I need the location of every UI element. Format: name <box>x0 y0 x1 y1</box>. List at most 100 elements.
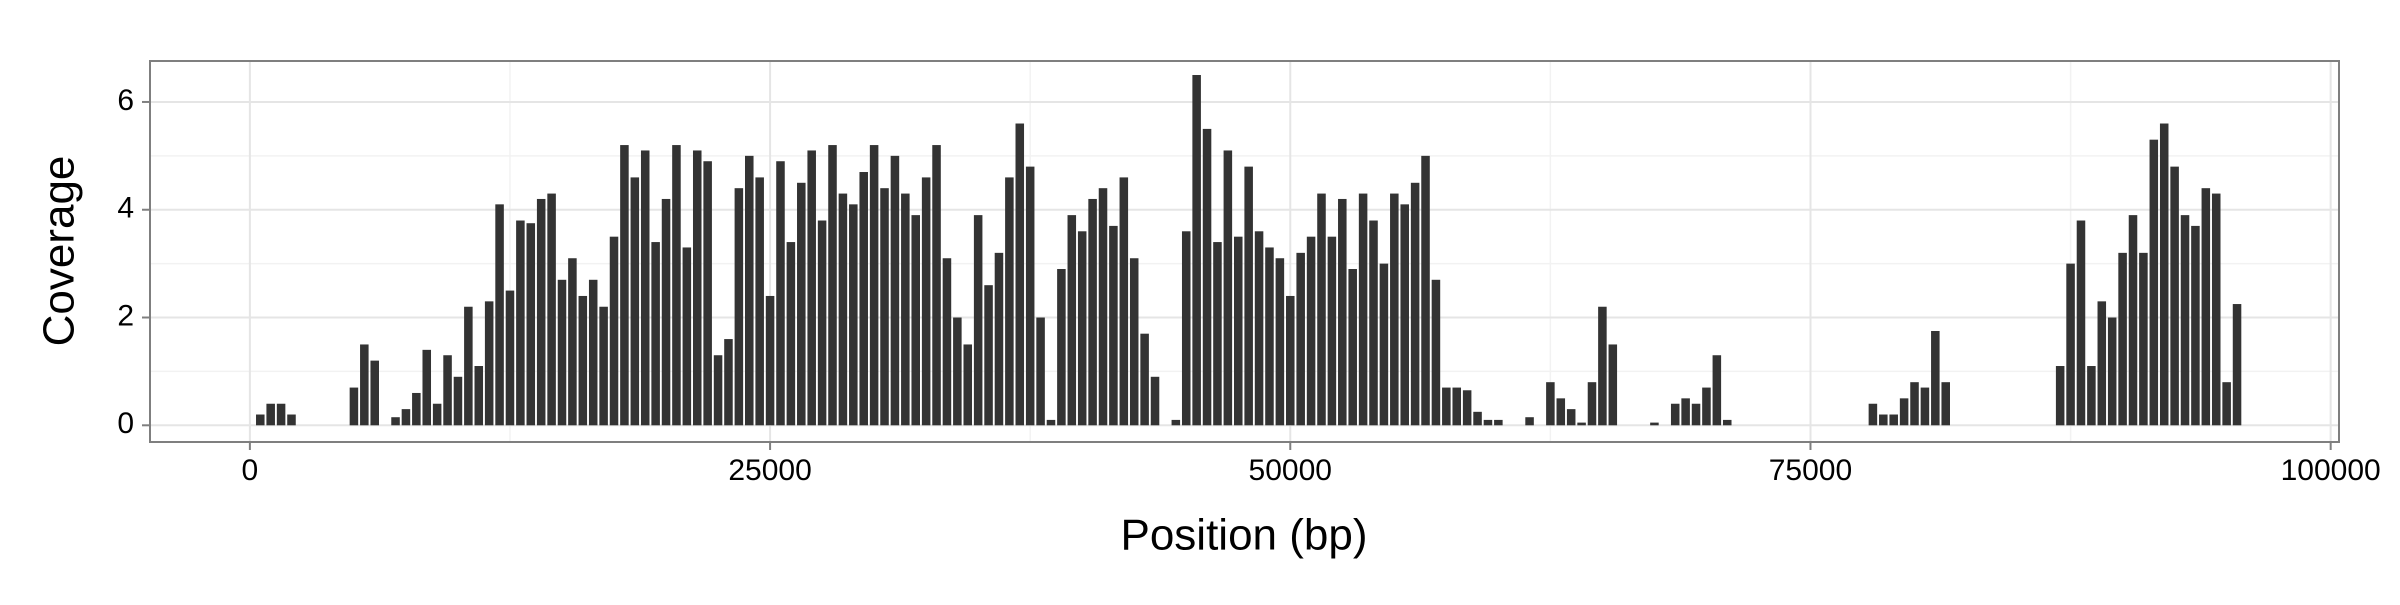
bar <box>443 355 452 426</box>
bar <box>692 150 702 426</box>
bar <box>921 177 931 426</box>
bar <box>2159 123 2169 426</box>
bar <box>1223 150 1233 426</box>
bar <box>2201 188 2211 426</box>
bar <box>1348 269 1357 426</box>
bars <box>256 75 2242 426</box>
bar <box>1192 75 1201 426</box>
bar <box>776 161 785 426</box>
bar <box>547 193 556 426</box>
bar <box>932 145 941 426</box>
bar <box>890 155 900 426</box>
bar <box>828 145 837 426</box>
bar <box>1317 193 1326 426</box>
bar <box>266 403 275 426</box>
bar <box>1608 344 1618 426</box>
bar <box>1379 263 1389 426</box>
bar <box>412 392 421 426</box>
bar <box>557 279 567 426</box>
bar <box>1462 390 1472 426</box>
bar <box>536 198 546 426</box>
bar <box>1587 382 1597 426</box>
bar <box>1275 258 1285 426</box>
bar <box>2139 252 2148 426</box>
bar <box>807 150 816 426</box>
bar <box>1712 355 1722 426</box>
bar <box>609 236 619 426</box>
bar <box>1681 398 1690 426</box>
bar <box>734 188 744 426</box>
bar <box>911 215 920 426</box>
bar <box>1140 333 1149 426</box>
bar <box>464 306 473 426</box>
bar <box>1005 177 1014 426</box>
bar <box>724 339 733 426</box>
bar <box>1036 317 1045 426</box>
bar <box>2066 263 2075 426</box>
bar <box>1598 306 1607 426</box>
bar <box>1306 236 1316 426</box>
bar <box>401 409 411 426</box>
bar <box>2180 215 2190 426</box>
ticks: 0 25000 50000 75000 100000 0 2 4 6 <box>117 84 2380 487</box>
bar <box>2087 366 2096 426</box>
bar <box>1015 123 1025 426</box>
x-tick-label: 25000 <box>728 454 811 487</box>
bar <box>786 242 796 426</box>
bar <box>1254 231 1264 426</box>
bar <box>963 344 973 426</box>
bar <box>1899 398 1909 426</box>
bar <box>360 344 369 426</box>
bar <box>869 145 879 426</box>
bar <box>1546 382 1555 426</box>
bar <box>1119 177 1129 426</box>
bar <box>1327 236 1337 426</box>
bar <box>640 150 650 426</box>
bar <box>287 414 296 426</box>
bar <box>651 242 660 426</box>
bar <box>1171 419 1181 426</box>
bar <box>1150 376 1160 426</box>
bar <box>630 177 640 426</box>
bar <box>1244 166 1253 426</box>
bar <box>1410 182 1420 426</box>
bar <box>1452 387 1462 426</box>
bar <box>1233 236 1243 426</box>
bar <box>2097 301 2107 426</box>
bar <box>495 204 504 426</box>
bar <box>588 279 598 426</box>
bar <box>599 306 608 426</box>
y-tick-label: 4 <box>117 192 134 225</box>
bar <box>1691 403 1701 426</box>
bar <box>276 403 286 426</box>
bar <box>1057 269 1066 426</box>
bar <box>1722 419 1732 426</box>
bar <box>2128 215 2138 426</box>
bar <box>1400 204 1409 426</box>
x-tick-label: 100000 <box>2281 454 2381 487</box>
bar <box>953 317 962 426</box>
bar <box>2149 139 2159 426</box>
bar <box>1338 198 1347 426</box>
bar <box>1941 382 1950 426</box>
bar <box>984 285 993 426</box>
bar <box>391 417 400 426</box>
panel-border <box>149 60 2340 443</box>
bar <box>755 177 764 426</box>
bar <box>1879 414 1888 426</box>
bar <box>2191 225 2200 426</box>
bar <box>505 290 515 426</box>
bar <box>1442 387 1451 426</box>
y-tick-label: 2 <box>117 299 134 332</box>
bar <box>1286 295 1295 426</box>
bar <box>973 215 983 426</box>
x-tick-label: 50000 <box>1249 454 1332 487</box>
bar <box>1067 215 1077 426</box>
bar <box>1390 193 1399 426</box>
bar <box>1098 188 1108 426</box>
bar <box>797 182 806 426</box>
bar <box>620 145 629 426</box>
x-tick-label: 75000 <box>1769 454 1852 487</box>
x-tick-label: 0 <box>242 454 259 487</box>
